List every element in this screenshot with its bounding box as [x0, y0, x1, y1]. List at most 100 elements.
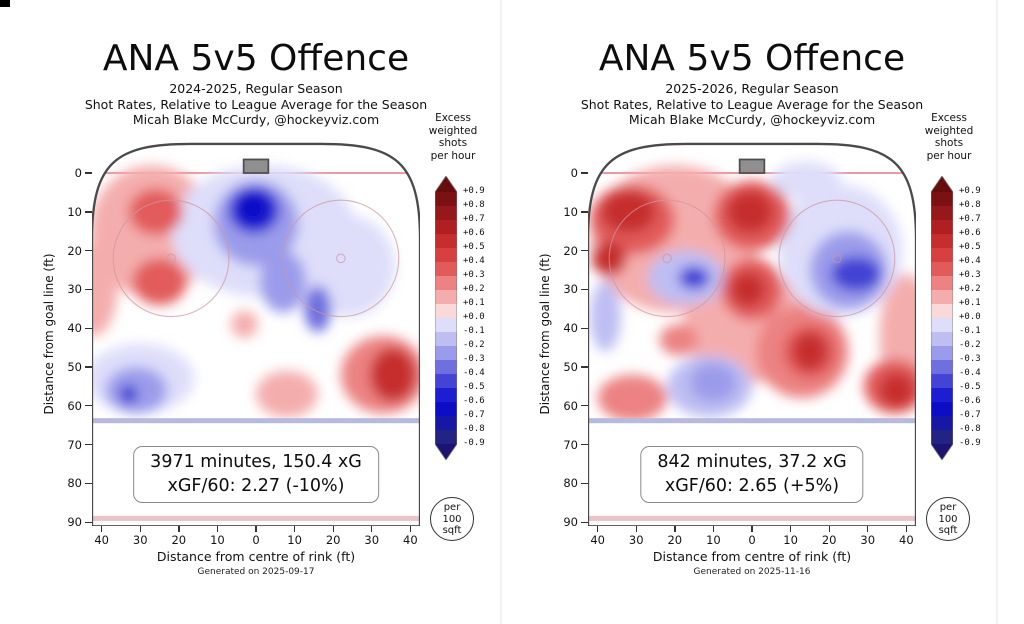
colorbar-cell	[435, 290, 457, 305]
x-tick-label: 30	[132, 533, 148, 547]
heat-blob	[259, 250, 307, 313]
x-tick-mark	[828, 526, 830, 532]
y-tick-label: 90	[67, 515, 82, 530]
colorbar-tick-label: +0.2	[959, 284, 981, 294]
colorbar-tick-label: +0.6	[959, 228, 981, 238]
badge-line: sqft	[938, 525, 958, 536]
stats-box: 3971 minutes, 150.4 xG xGF/60: 2.27 (-10…	[133, 446, 379, 504]
heat-blob	[230, 310, 258, 338]
colorbar-cell	[931, 346, 953, 361]
x-tick-label: 40	[590, 533, 605, 547]
colorbar-cell	[435, 416, 457, 431]
x-tick-label: 30	[860, 533, 876, 547]
y-tick-label: 0	[74, 166, 82, 181]
colorbar-tick-label: -0.5	[463, 382, 485, 392]
colorbar-tick-label: -0.6	[959, 396, 981, 406]
x-tick-label: 0	[252, 533, 260, 547]
rink-heatmap-plot	[92, 142, 420, 526]
heat-blob	[792, 332, 828, 371]
per-100-sqft-badge: per 100 sqft	[430, 497, 474, 541]
colorbar-tick-label: -0.9	[959, 438, 981, 448]
y-tick-label: 80	[563, 476, 578, 491]
colorbar-header-line: shots	[934, 137, 964, 150]
chart-credit-line: Micah Blake McCurdy, @hockeyviz.com	[132, 112, 380, 127]
heatmap-blob-layer	[92, 165, 420, 418]
y-tick-mark	[581, 327, 588, 329]
y-tick-label: 80	[67, 476, 82, 491]
chart-2025-2026: ANA 5v5 Offence 2025-2026, Regular Seaso…	[502, 0, 1002, 624]
colorbar-header-line: Excess	[435, 112, 471, 124]
colorbar-cell	[435, 360, 457, 375]
x-tick-label: 20	[171, 533, 187, 547]
colorbar-tick-label: -0.6	[463, 396, 485, 406]
colorbar-cell	[435, 262, 457, 277]
colorbar-cell	[435, 402, 457, 417]
goal-net-icon	[242, 158, 270, 174]
colorbar-cell	[435, 192, 457, 207]
colorbar-cell	[435, 206, 457, 221]
colorbar-cell	[931, 416, 953, 431]
colorbar-header-line: weighted	[924, 124, 974, 137]
heat-blob	[304, 285, 332, 333]
colorbar-tick-label: +0.7	[463, 214, 485, 224]
y-tick-mark	[581, 366, 588, 368]
colorbar-tick-label: +0.3	[959, 270, 981, 280]
x-tick-mark	[597, 526, 599, 532]
x-tick-mark	[409, 526, 412, 532]
stats-box: 842 minutes, 37.2 xG xGF/60: 2.65 (+5%)	[640, 446, 864, 504]
badge-line: sqft	[442, 525, 462, 536]
colorbar-cell	[931, 192, 953, 207]
goal-net-icon	[738, 158, 766, 174]
heat-blob	[132, 258, 187, 305]
center-red-line	[588, 515, 916, 521]
chart-2024-2025: ANA 5v5 Offence 2024-2025, Regular Seaso…	[6, 0, 506, 624]
colorbar-cell	[931, 402, 953, 417]
figure-edge-divider	[500, 0, 502, 624]
colorbar-tick-label: +0.9	[463, 186, 485, 196]
heat-blob	[690, 363, 737, 402]
x-tick-label: 0	[748, 533, 756, 547]
center-red-line	[92, 515, 420, 521]
y-tick-mark	[85, 443, 92, 446]
colorbar-tick-label: -0.1	[463, 326, 485, 336]
x-tick-label: 20	[667, 533, 683, 547]
colorbar-tick-label: +0.9	[959, 186, 981, 196]
colorbar-tick-label: +0.5	[463, 242, 485, 252]
per-100-sqft-badge: per 100 sqft	[926, 497, 970, 541]
colorbar	[435, 176, 457, 460]
colorbar-tick-label: +0.7	[959, 214, 981, 224]
badge-line: 100	[938, 513, 958, 525]
y-tick-label: 20	[67, 243, 82, 258]
heat-blob	[589, 281, 621, 352]
generated-date-caption: Generated on 2025-11-16	[693, 567, 811, 577]
chart-title: ANA 5v5 Offence	[102, 38, 410, 79]
colorbar-cell	[435, 332, 457, 347]
x-tick-mark	[332, 526, 334, 532]
y-tick-label: 60	[67, 398, 82, 413]
y-tick-mark	[85, 482, 92, 485]
chart-description-subtitle: Shot Rates, Relative to League Average f…	[84, 97, 428, 112]
colorbar-cell	[931, 262, 953, 277]
x-tick-label: 30	[628, 533, 644, 547]
rink-boards	[92, 142, 420, 526]
figure-edge-divider	[996, 0, 998, 624]
y-tick-mark	[85, 366, 92, 368]
stats-xgf60: xGF/60: 2.65 (+5%)	[664, 475, 840, 496]
x-tick-label: 30	[364, 533, 380, 547]
chart-title: ANA 5v5 Offence	[598, 38, 906, 79]
colorbar-cell	[435, 248, 457, 263]
y-tick-mark	[581, 211, 588, 213]
colorbar-header-line: Excess	[931, 112, 967, 124]
colorbar-header: Excess weighted shots per hour	[904, 112, 994, 162]
colorbar-cell	[931, 332, 953, 347]
heat-blob	[238, 194, 266, 222]
y-tick-mark	[85, 405, 92, 407]
colorbar-top-arrow	[435, 176, 457, 192]
colorbar-header-line: per hour	[926, 149, 972, 162]
y-tick-label: 30	[67, 282, 82, 297]
colorbar-tick-label: -0.9	[463, 438, 485, 448]
x-tick-label: 10	[210, 533, 225, 547]
colorbar-cell	[435, 234, 457, 249]
colorbar-cell	[931, 290, 953, 305]
colorbar-tick-label: +0.8	[463, 200, 485, 210]
